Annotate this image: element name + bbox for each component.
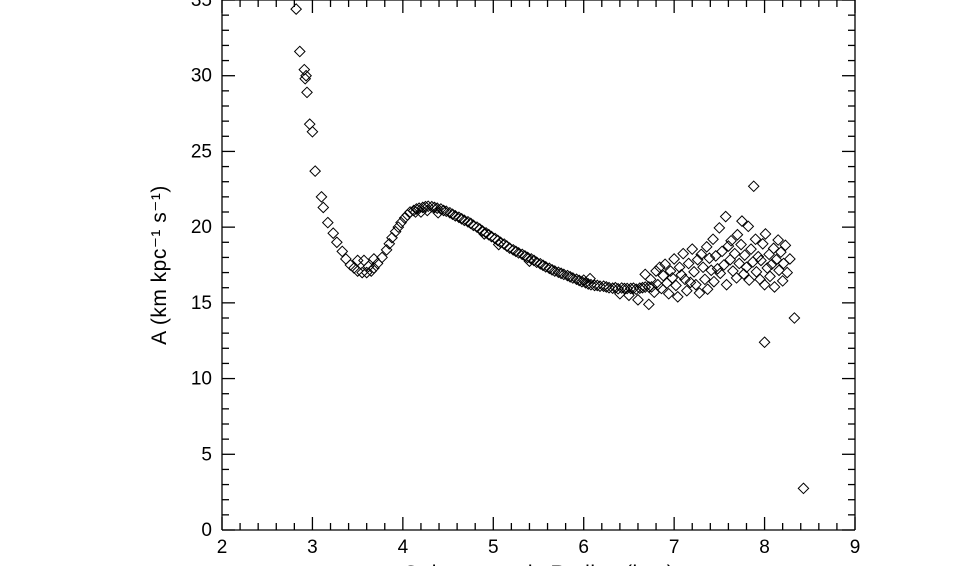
data-point <box>759 337 769 347</box>
data-point <box>673 292 683 302</box>
data-point <box>785 254 795 264</box>
data-point <box>737 216 747 226</box>
data-point <box>769 282 779 292</box>
data-point <box>728 266 738 276</box>
data-point <box>291 4 301 14</box>
y-tick-label: 15 <box>191 293 212 314</box>
x-tick-label: 7 <box>669 537 680 558</box>
x-tick-label: 6 <box>578 537 589 558</box>
data-point <box>316 192 326 202</box>
data-point <box>721 279 731 289</box>
x-tick-label: 3 <box>307 537 318 558</box>
y-tick-label: 0 <box>201 520 212 541</box>
y-tick-label: 25 <box>191 141 212 162</box>
data-point <box>759 279 769 289</box>
x-tick-label: 4 <box>398 537 409 558</box>
data-point <box>671 280 681 290</box>
data-point <box>736 239 746 249</box>
data-point <box>310 166 320 176</box>
data-point <box>755 274 765 284</box>
x-tick-label: 5 <box>488 537 499 558</box>
data-point <box>709 276 719 286</box>
data-point <box>299 64 309 74</box>
data-point <box>700 274 710 284</box>
y-tick-label: 20 <box>191 217 212 238</box>
data-point <box>662 278 672 288</box>
data-point <box>760 229 770 239</box>
y-tick-label: 10 <box>191 369 212 390</box>
data-point <box>678 248 688 258</box>
data-point <box>323 217 333 227</box>
data-point <box>689 267 699 277</box>
data-point <box>723 241 733 251</box>
data-point <box>352 266 362 276</box>
x-tick-label: 8 <box>759 537 770 558</box>
data-point <box>731 273 741 283</box>
data-point <box>359 255 369 265</box>
data-point <box>720 211 730 221</box>
data-point <box>789 313 799 323</box>
chart-svg: 2 3 4 5 6 7 8 9 Galactocentric Radius (kpc) 0 5 10 1… <box>0 0 960 566</box>
data-point <box>640 269 650 279</box>
data-point <box>295 46 305 56</box>
data-point <box>633 295 643 305</box>
data-point <box>749 181 759 191</box>
data-point <box>748 257 758 267</box>
y-axis-label: A (km kpc⁻¹ s⁻¹) <box>148 185 171 345</box>
data-point <box>341 254 351 264</box>
data-point <box>649 287 659 297</box>
data-point <box>744 275 754 285</box>
scatter-points <box>291 4 809 494</box>
x-axis-label: Galactocentric Radius (kpc) <box>403 562 674 566</box>
y-tick-label: 35 <box>191 0 212 11</box>
data-point <box>669 254 679 264</box>
data-point <box>337 246 347 256</box>
data-point <box>644 299 654 309</box>
y-tick-label: 30 <box>191 66 212 87</box>
y-ticks: 0 5 10 15 20 25 30 35 <box>191 0 855 541</box>
data-point <box>687 244 697 254</box>
y-tick-label: 5 <box>201 444 212 465</box>
data-point <box>714 223 724 233</box>
data-point <box>743 221 753 231</box>
scatter-chart: 2 3 4 5 6 7 8 9 Galactocentric Radius (kpc) 0 5 10 1… <box>0 0 960 566</box>
data-point <box>708 234 718 244</box>
data-point <box>730 248 740 258</box>
data-point <box>318 202 328 212</box>
x-tick-label: 2 <box>217 537 228 558</box>
data-point <box>751 267 761 277</box>
data-point <box>302 87 312 97</box>
data-point <box>798 483 808 493</box>
x-tick-label: 9 <box>850 537 861 558</box>
data-point <box>717 246 727 256</box>
x-ticks: 2 3 4 5 6 7 8 9 <box>217 0 861 558</box>
